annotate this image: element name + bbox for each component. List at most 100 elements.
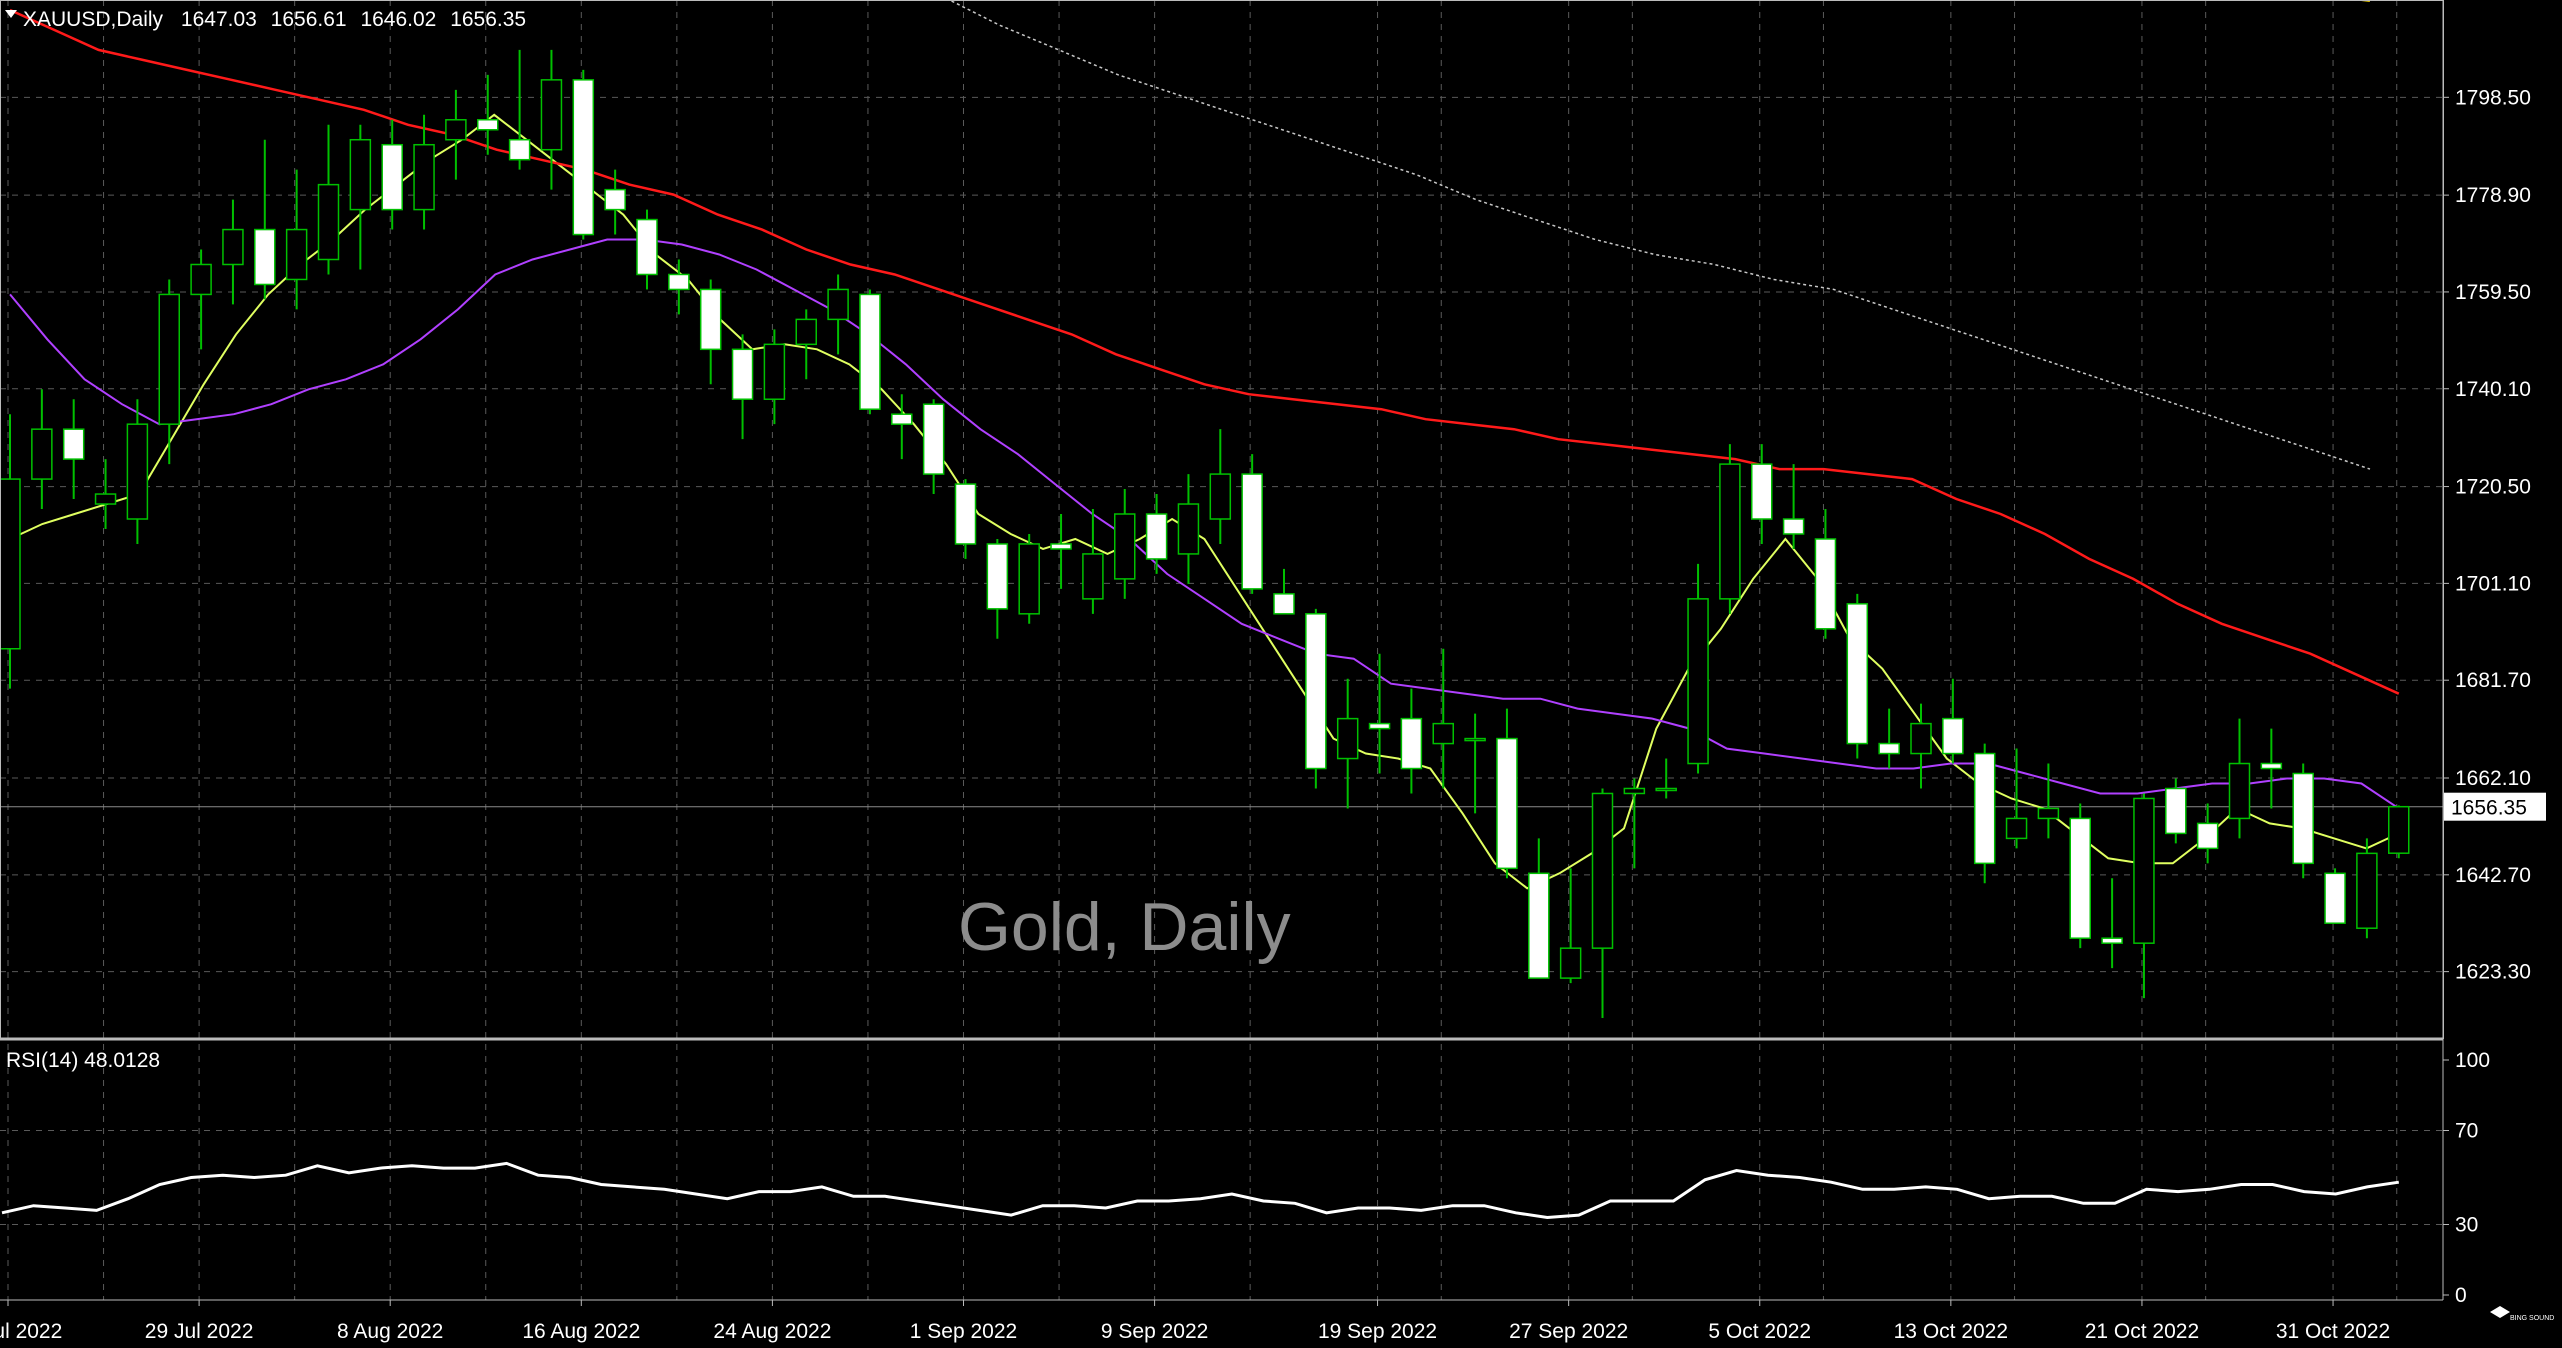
date-tick-label: 5 Oct 2022 [1708, 1320, 1811, 1343]
candle-body [1719, 463, 1741, 600]
candle-body [731, 348, 754, 400]
candle-body [1050, 543, 1072, 550]
rsi-line [1, 1161, 2400, 1220]
price-tick-label: 1798.50 [2455, 86, 2531, 109]
candle-body [0, 478, 21, 650]
ma-slow-line [9, 8, 2400, 695]
candle-body [1591, 792, 1614, 949]
header-close: 1656.35 [450, 8, 526, 31]
ma-200-line [947, 0, 2371, 470]
dropdown-triangle-icon[interactable] [5, 10, 17, 18]
chart-watermark: Gold, Daily [958, 889, 1291, 965]
date-tick-label: 16 Aug 2022 [522, 1320, 640, 1343]
candle-body [795, 318, 817, 346]
candle-body [2101, 937, 2123, 944]
candle-body [94, 493, 117, 505]
candle-body [1751, 463, 1773, 520]
candle-body [954, 483, 977, 545]
candle-body [604, 188, 626, 211]
date-tick-label: 9 Sep 2022 [1101, 1320, 1208, 1343]
price-tick-label: 1759.50 [2455, 281, 2531, 304]
header-high: 1656.61 [271, 8, 347, 31]
candle-body [1368, 722, 1391, 730]
candle-body [1782, 518, 1805, 535]
candle-body [317, 183, 340, 261]
price-tick-label: 1740.10 [2455, 378, 2531, 401]
candle-body [1496, 737, 1518, 870]
header-open: 1647.03 [181, 8, 257, 31]
candle-body [1464, 737, 1486, 742]
candle-body [1623, 787, 1646, 795]
rsi-tick-label: 0 [2455, 1284, 2467, 1307]
price-tick-label: 1701.10 [2455, 572, 2531, 595]
candle-body [2292, 772, 2314, 865]
candle-body [413, 143, 435, 211]
candle-body [1114, 513, 1136, 580]
candle-body [540, 79, 563, 151]
date-tick-label: 21 Oct 2022 [2085, 1320, 2199, 1343]
candle-body [445, 119, 467, 141]
candle-body [477, 119, 499, 131]
chart-header: XAUUSD,Daily 1647.03 1656.61 1646.02 165… [5, 8, 526, 31]
candle-body [2165, 787, 2187, 835]
date-tick-label: 19 Sep 2022 [1318, 1320, 1437, 1343]
candle-body [699, 288, 722, 351]
date-tick-label: 31 Oct 2022 [2276, 1320, 2390, 1343]
candle-body [349, 138, 372, 211]
candle-body [891, 413, 913, 425]
candle-body [1973, 752, 1996, 865]
candle-body [1018, 543, 1040, 615]
candle-body [2133, 797, 2155, 944]
candle-body [1273, 593, 1295, 615]
candlestick-series[interactable] [0, 49, 2410, 1019]
candle-body [986, 543, 1009, 610]
candle-body [2005, 817, 2028, 840]
candle-body [2196, 822, 2219, 850]
watermark-logo: BING SOUND [2490, 1306, 2554, 1322]
candle-body [1432, 722, 1454, 745]
svg-text:BING SOUND: BING SOUND [2510, 1315, 2554, 1322]
price-tick-label: 1642.70 [2455, 864, 2531, 887]
candle-body [2037, 807, 2060, 820]
candle-body [222, 228, 244, 266]
candle-body [2228, 762, 2251, 820]
header-timeframe: Daily [116, 8, 163, 31]
rsi-label: RSI(14) 48.0128 [6, 1049, 160, 1072]
price-tick-label: 1681.70 [2455, 669, 2531, 692]
price-tick-label: 1778.90 [2455, 184, 2531, 207]
chart-grid [0, 0, 2443, 1300]
svg-text:XAUUSD,Daily 1647.03: XAUUSD,Daily 1647.03 1656.61 1646.02 165… [23, 8, 526, 31]
candle-body [1177, 503, 1200, 555]
candle-body [2356, 852, 2378, 929]
date-tick-label: 29 Jul 2022 [145, 1320, 254, 1343]
rsi-panel [1, 1161, 2400, 1220]
current-price-box [2444, 792, 2546, 821]
candle-body [1910, 722, 1932, 755]
candle-body [827, 288, 849, 321]
header-low: 1646.02 [360, 8, 436, 31]
candle-body [1814, 538, 1837, 630]
price-tick-label: 1720.50 [2455, 476, 2531, 499]
ma-fast-line [9, 113, 2400, 890]
candle-body [285, 228, 308, 281]
candle-body [1400, 717, 1423, 770]
price-tick-label: 1623.30 [2455, 961, 2531, 984]
candle-body [1559, 947, 1582, 979]
candle-body [2324, 872, 2346, 924]
date-tick-label: 27 Sep 2022 [1509, 1320, 1628, 1343]
candle-body [1082, 553, 1104, 600]
candle-body [763, 343, 786, 400]
candle-body [126, 423, 149, 520]
candle-body [62, 428, 85, 460]
candle-body [1878, 742, 1900, 755]
candle-body [1528, 872, 1550, 979]
rsi-tick-label: 100 [2455, 1049, 2490, 1072]
candle-body [381, 143, 403, 211]
ma-mid-line [9, 238, 2400, 810]
rsi-tick-label: 70 [2455, 1120, 2478, 1143]
current-price-label: 1656.35 [2451, 797, 2527, 820]
date-tick-label: 8 Aug 2022 [337, 1320, 443, 1343]
